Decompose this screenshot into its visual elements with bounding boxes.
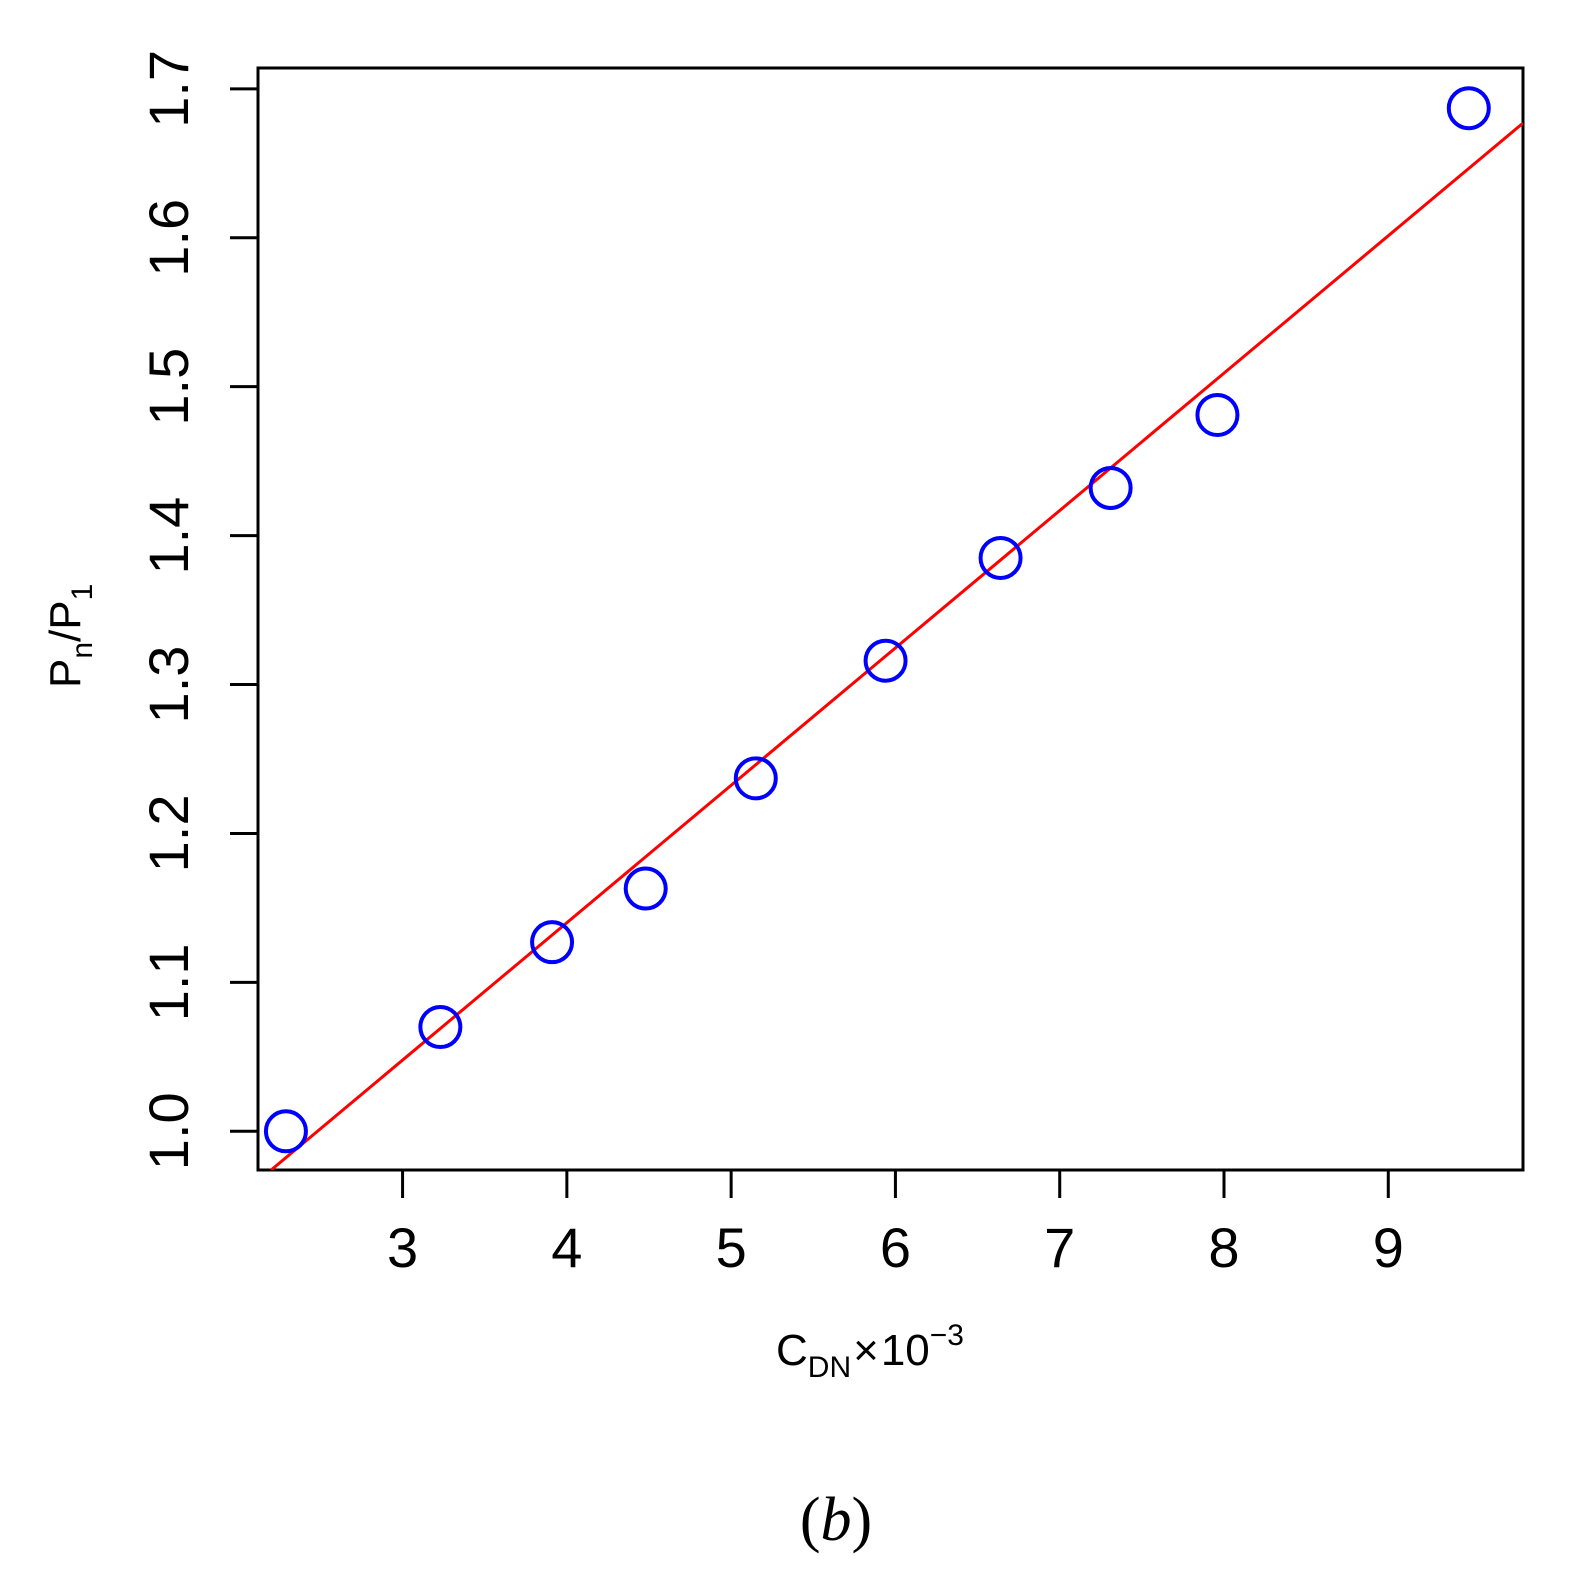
data-point <box>263 1109 308 1154</box>
data-point <box>733 756 778 801</box>
x-tick-label: 9 <box>1373 1216 1404 1279</box>
y-tick-label: 1.4 <box>137 497 200 575</box>
x-tick-label: 4 <box>551 1216 582 1279</box>
x-axis: 3 4 5 6 7 8 9 <box>387 1170 1404 1279</box>
y-axis-label: Pn/P1 <box>41 584 99 688</box>
y-tick-label: 1.3 <box>137 646 200 724</box>
y-label-sub1: n <box>66 642 99 659</box>
data-point <box>418 1005 463 1050</box>
x-tick-label: 7 <box>1044 1216 1075 1279</box>
plot-frame <box>256 66 1525 1172</box>
data-point <box>978 535 1023 580</box>
figure-caption: (b) <box>800 1486 872 1554</box>
x-label-times: × <box>853 1326 879 1375</box>
x-tick-label: 5 <box>716 1216 747 1279</box>
data-point <box>1446 86 1491 131</box>
caption-letter: b <box>821 1486 852 1554</box>
y-label-main2: P <box>41 600 90 629</box>
data-point <box>530 920 575 965</box>
data-point <box>1088 465 1133 510</box>
x-label-main: C <box>776 1326 808 1375</box>
y-label-main1: P <box>41 659 90 688</box>
data-point <box>623 866 668 911</box>
y-axis: 1.0 1.1 1.2 1.3 1.4 1.5 1.6 1.7 <box>137 50 258 1170</box>
x-label-sub: DN <box>808 1351 851 1384</box>
data-point <box>1195 392 1240 437</box>
x-tick-label: 8 <box>1208 1216 1239 1279</box>
y-label-slash: / <box>41 629 90 642</box>
data-points <box>263 86 1491 1154</box>
y-tick-label: 1.0 <box>137 1092 200 1170</box>
x-tick-label: 6 <box>880 1216 911 1279</box>
y-tick-label: 1.6 <box>137 199 200 277</box>
y-tick-label: 1.2 <box>137 795 200 873</box>
caption-close: ) <box>852 1486 873 1554</box>
x-label-base: 10 <box>881 1326 930 1375</box>
caption-open: ( <box>800 1486 821 1554</box>
x-axis-label: CDN×10−3 <box>776 1319 964 1384</box>
y-label-sub2: 1 <box>66 584 99 601</box>
y-tick-label: 1.7 <box>137 50 200 128</box>
y-tick-label: 1.1 <box>137 943 200 1021</box>
x-tick-label: 3 <box>387 1216 418 1279</box>
x-label-exp: −3 <box>930 1319 964 1352</box>
y-tick-label: 1.5 <box>137 348 200 426</box>
data-point <box>863 638 908 683</box>
